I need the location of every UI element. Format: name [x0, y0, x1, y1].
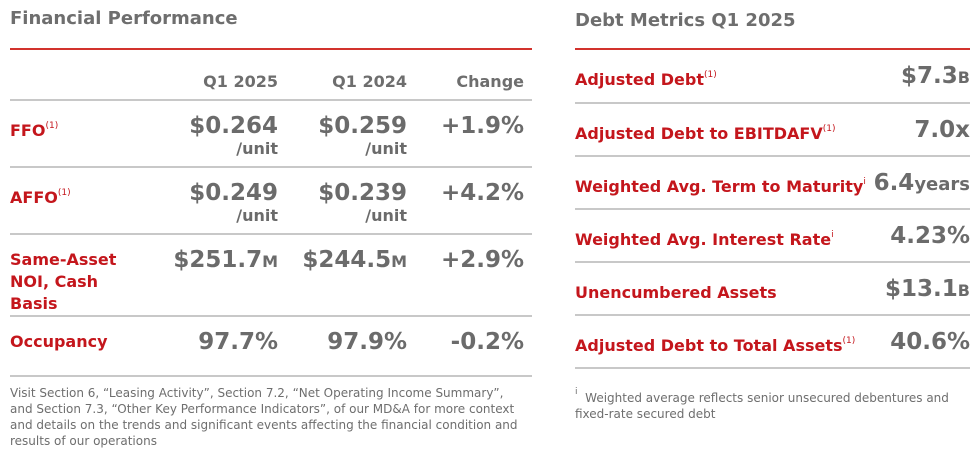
footnote-ref: (1)	[842, 336, 856, 346]
footnote-ref: (1)	[822, 124, 836, 134]
row-label: FFO	[10, 121, 46, 140]
footnote-ref: (1)	[704, 70, 717, 80]
value-q1-2025: $0.249	[189, 180, 278, 206]
header-q1-2024: Q1 2024	[278, 50, 407, 101]
row-label: Adjusted Debt to EBITDAFV	[575, 124, 823, 143]
row-label: Adjusted Debt	[575, 70, 704, 89]
table-row: AFFO(1) $0.249/unit $0.239/unit +4.2%	[10, 167, 532, 235]
table-row: Adjusted Debt(1) $7.3B	[575, 50, 970, 104]
value-change: +4.2%	[407, 167, 532, 235]
footnote-ref: (1)	[57, 188, 71, 198]
header-change: Change	[407, 50, 532, 101]
value-q1-2024: $0.239	[318, 180, 407, 206]
footnote-mark: i	[575, 387, 578, 397]
debt-table: Adjusted Debt(1) $7.3B Adjusted Debt to E…	[575, 50, 970, 369]
row-label: Unencumbered Assets	[575, 283, 777, 302]
value-q1-2024: $244.5	[302, 247, 392, 273]
header-q1-2025: Q1 2025	[160, 50, 278, 101]
unit: /unit	[236, 206, 278, 225]
table-row: Adjusted Debt to Total Assets(1) 40.6%	[575, 315, 970, 369]
metric-value: 7.0x	[914, 117, 970, 143]
section-title: Debt Metrics Q1 2025	[575, 10, 796, 31]
row-label: Weighted Avg. Term to Maturity	[575, 177, 864, 196]
unit: /unit	[365, 139, 407, 158]
value-q1-2025: $251.7	[173, 247, 263, 273]
table-row: Occupancy 97.7% 97.9% -0.2%	[10, 316, 532, 377]
unit: /unit	[236, 139, 278, 158]
financial-table: Q1 2025 Q1 2024 Change FFO(1) $0.264/uni…	[10, 50, 532, 377]
table-row: FFO(1) $0.264/unit $0.259/unit +1.9%	[10, 100, 532, 168]
value-change: -0.2%	[407, 316, 532, 377]
table-header: Q1 2025 Q1 2024 Change	[10, 50, 532, 101]
table-row: Unencumbered Assets $13.1B	[575, 262, 970, 316]
metric-value: 40.6%	[890, 329, 970, 355]
section-title: Financial Performance	[10, 8, 238, 29]
metric-value: 6.4	[873, 170, 915, 196]
metric-value: $13.1	[885, 276, 958, 302]
footnote: Visit Section 6, “Leasing Activity”, Sec…	[10, 386, 518, 448]
value-change: +2.9%	[407, 234, 532, 317]
suffix: years	[914, 174, 970, 195]
divider	[10, 48, 532, 50]
value-q1-2025: $0.264	[189, 113, 278, 139]
suffix: M	[262, 252, 278, 271]
footnote-text: Weighted average reflects senior unsecur…	[575, 391, 949, 421]
value-q1-2024: 97.9%	[278, 316, 407, 377]
row-label: Weighted Avg. Interest Rate	[575, 230, 832, 249]
metric-value: 4.23%	[890, 223, 970, 249]
value-q1-2025: 97.7%	[160, 316, 278, 377]
row-label: Same-Asset NOI, Cash Basis	[10, 234, 160, 317]
metric-value: $7.3	[901, 63, 958, 89]
row-label: Occupancy	[10, 316, 160, 377]
row-label: Adjusted Debt to Total Assets	[575, 336, 843, 355]
footnote: i Weighted average reflects senior unsec…	[575, 384, 970, 422]
table-row: Weighted Avg. Interest Ratei 4.23%	[575, 209, 970, 263]
suffix: M	[391, 252, 407, 271]
value-q1-2024: $0.259	[318, 113, 407, 139]
footnote-ref: (1)	[45, 121, 59, 131]
unit: /unit	[365, 206, 407, 225]
suffix: B	[957, 281, 970, 300]
footnote-ref: i	[863, 177, 866, 187]
row-label: AFFO	[10, 188, 58, 207]
suffix: B	[957, 68, 970, 87]
table-row: Adjusted Debt to EBITDAFV(1) 7.0x	[575, 103, 970, 157]
value-change: +1.9%	[407, 100, 532, 168]
table-row: Weighted Avg. Term to Maturityi 6.4years	[575, 156, 970, 210]
divider	[575, 48, 970, 50]
footnote-ref: i	[831, 230, 834, 240]
table-row: Same-Asset NOI, Cash Basis $251.7M $244.…	[10, 234, 532, 317]
